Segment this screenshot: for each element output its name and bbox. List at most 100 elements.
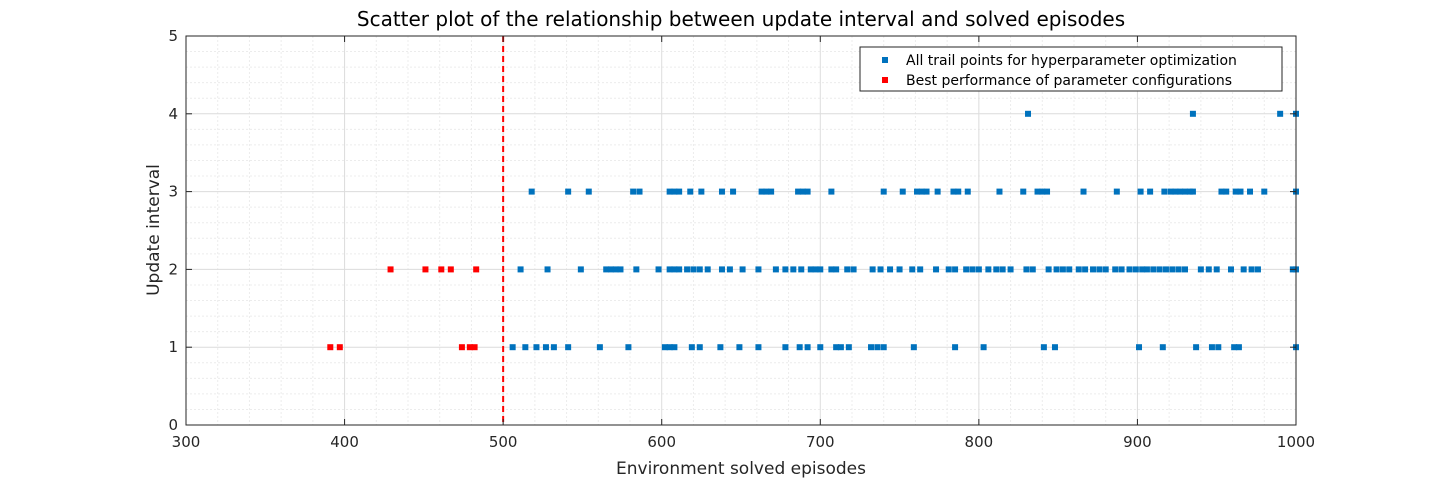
axis-ticks [185,35,1297,426]
x-tick-label: 900 [1123,433,1152,451]
data-point-all-trail [985,266,992,273]
data-point-all-trail [896,266,903,273]
data-point-all-trail [533,344,540,351]
data-point-all-trail [880,344,887,351]
data-point-all-trail [1172,188,1179,195]
data-point-all-trail [1113,188,1120,195]
data-point-all-trail [909,266,916,273]
data-point-all-trail [1029,266,1036,273]
data-point-all-trail [763,188,770,195]
data-point-all-trail [1215,344,1222,351]
data-point-all-trail [755,344,762,351]
legend: All trail points for hyperparameter opti… [859,46,1283,92]
data-point-all-trail [999,266,1006,273]
data-point-all-trail [914,188,921,195]
data-point-all-trail [717,344,724,351]
data-point-all-trail [676,266,683,273]
data-point-all-trail [617,266,624,273]
data-point-all-trail [768,188,775,195]
data-point-all-trail [1139,266,1146,273]
data-point-all-trail [625,344,632,351]
data-point-all-trail [612,266,619,273]
data-point-all-trail [1235,344,1242,351]
x-tick-label: 400 [330,433,359,451]
data-point-all-trail [804,344,811,351]
data-point-all-trail [1159,344,1166,351]
data-point-all-trail [1197,266,1204,273]
data-point-all-trail [684,266,691,273]
data-point-all-trail [1240,266,1247,273]
data-point-all-trail [565,188,572,195]
data-point-all-trail [1248,266,1255,273]
x-tick-labels: 300 400 500 600 700 800 900 1000 [172,433,1315,451]
data-point-all-trail [596,344,603,351]
legend-marker-best-performance [882,77,888,83]
data-point-all-trail [1161,188,1168,195]
data-point-all-trail [817,266,824,273]
data-point-all-trail [698,188,705,195]
data-point-all-trail [798,266,805,273]
data-point-all-trail [671,266,678,273]
data-point-all-trail [758,188,765,195]
data-point-best-performance [466,344,473,351]
data-point-all-trail [1082,266,1089,273]
data-point-all-trail [1232,188,1239,195]
y-tick-label: 5 [168,27,178,45]
legend-label-all-trail-points: All trail points for hyperparameter opti… [906,53,1237,69]
data-point-all-trail [1223,188,1230,195]
data-point-all-trail [877,266,884,273]
minor-grid [186,36,1296,425]
data-point-best-performance [327,344,334,351]
y-tick-labels: 0 1 2 3 4 5 [168,27,178,434]
data-point-all-trail [1162,266,1169,273]
data-point-best-performance [387,266,394,273]
data-point-all-trail [655,266,662,273]
data-point-all-trail [718,188,725,195]
data-point-all-trail [1059,266,1066,273]
data-point-all-trail [630,188,637,195]
data-point-all-trail [1186,188,1193,195]
data-point-all-trail [704,266,711,273]
data-point-all-trail [933,266,940,273]
data-point-all-trail [993,266,1000,273]
data-point-all-trail [964,188,971,195]
data-point-all-trail [945,266,952,273]
plot-area-frame [185,35,1297,426]
data-point-all-trail [807,266,814,273]
data-point-best-performance [438,266,445,273]
data-point-all-trail [1231,344,1238,351]
data-point-all-trail [1007,266,1014,273]
data-point-all-trail [522,344,529,351]
data-point-all-trail [509,344,516,351]
x-axis-label: Environment solved episodes [616,459,866,479]
data-point-all-trail [671,188,678,195]
data-point-all-trail [1167,188,1174,195]
x-tick-label: 800 [965,433,994,451]
data-point-all-trail [1208,344,1215,351]
data-point-all-trail [1136,344,1143,351]
data-point-all-trail [1189,188,1196,195]
data-point-all-trail [850,266,857,273]
data-point-all-trail [980,344,987,351]
x-tick-label: 700 [806,433,835,451]
data-point-all-trail [963,266,970,273]
data-point-all-trail [687,188,694,195]
data-point-all-trail [1193,344,1200,351]
legend-label-best-performance: Best performance of parameter configurat… [906,73,1232,89]
x-tick-label: 300 [172,433,201,451]
y-tick-label: 3 [168,183,178,201]
data-point-all-trail [833,266,840,273]
data-point-all-trail [577,266,584,273]
data-point-all-trail [795,188,802,195]
data-point-all-trail [1126,266,1133,273]
data-point-all-trail [833,344,840,351]
data-point-all-trail [1143,266,1150,273]
data-points [327,110,1299,351]
data-point-all-trail [636,188,643,195]
data-point-all-trail [696,344,703,351]
data-point-all-trail [1205,266,1212,273]
data-point-all-trail [887,266,894,273]
data-point-all-trail [1150,266,1157,273]
data-point-all-trail [1044,188,1051,195]
data-point-all-trail [845,344,852,351]
